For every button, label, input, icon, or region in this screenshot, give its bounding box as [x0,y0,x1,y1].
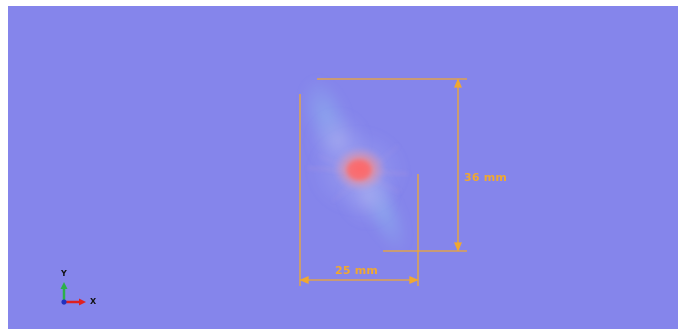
width-label: 25 mm [335,264,379,277]
plume-volume [301,77,409,253]
width-measurement[interactable] [299,94,419,286]
height-label: 36 mm [464,171,508,184]
orientation-axes [60,282,86,306]
y-axis-label: Y [61,269,67,278]
x-axis-label: X [90,297,97,306]
height-measurement[interactable] [317,78,467,252]
scene-canvas[interactable] [8,6,678,329]
3d-viewport[interactable]: 36 mm 25 mm Y X [8,6,678,329]
